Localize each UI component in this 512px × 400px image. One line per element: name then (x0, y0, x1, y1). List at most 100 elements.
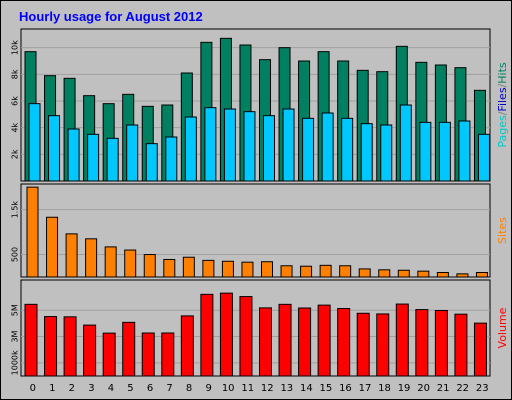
bar-sites (124, 249, 137, 278)
bar-pages (126, 124, 139, 182)
bar-pages (204, 107, 217, 182)
x-tick-label: 17 (359, 383, 372, 394)
panel-1: 500 1.5k Sites (11, 183, 509, 278)
bar-volume (415, 309, 429, 377)
bar-pages (106, 137, 119, 182)
bar-sites (65, 233, 78, 278)
panel-2: 1000k 3M 5M Volume (11, 279, 509, 377)
bar-sites (456, 273, 469, 278)
y-tick-label: 1000k (11, 350, 20, 375)
bar-pages (48, 115, 61, 182)
bar-sites (436, 272, 449, 278)
bar-pages (419, 121, 432, 182)
x-tick-label: 5 (127, 383, 133, 394)
bar-volume (317, 304, 331, 377)
bar-volume (24, 303, 38, 377)
bar-pages (184, 116, 197, 182)
bar-sites (202, 259, 215, 278)
bar-volume (161, 332, 175, 377)
bar-volume (454, 313, 468, 377)
bar-volume (298, 307, 312, 377)
bar-sites (26, 186, 39, 278)
bar-sites (163, 258, 176, 278)
bar-pages (28, 103, 41, 182)
panel-frame (20, 183, 491, 278)
side-label-part: Sites (496, 217, 509, 244)
x-tick-label: 4 (108, 383, 114, 394)
bar-sites (241, 261, 254, 278)
bar-pages (458, 120, 471, 182)
bar-sites (46, 216, 59, 278)
bar-volume (376, 313, 390, 377)
bar-volume (122, 321, 136, 377)
bar-volume (63, 316, 77, 377)
x-tick-label: 14 (300, 383, 313, 394)
y-tick-label: 6k (11, 96, 20, 106)
bar-sites (261, 261, 273, 278)
bar-volume (200, 293, 214, 377)
bar-pages (477, 133, 490, 182)
bar-sites (339, 265, 352, 278)
bar-sites (378, 269, 391, 278)
bar-volume (219, 292, 233, 377)
bar-sites (475, 272, 488, 278)
bar-volume (356, 312, 370, 377)
bar-sites (417, 270, 430, 278)
y-tick-label: 8k (11, 69, 20, 79)
bar-volume (44, 316, 58, 377)
bar-pages (223, 108, 236, 182)
x-tick-label: 16 (339, 383, 352, 394)
bar-volume (337, 308, 351, 377)
y-tick-label: 5M (11, 304, 20, 316)
y-tick-label: 4k (11, 122, 20, 132)
bar-volume (278, 303, 292, 377)
y-tick-label: 3M (11, 330, 20, 342)
y-tick-label: 2k (11, 149, 20, 159)
bar-volume (259, 307, 272, 377)
bar-pages (282, 108, 295, 182)
x-tick-label: 7 (166, 383, 172, 394)
panel-side-label: Sites (496, 217, 509, 244)
y-tick-label: 10k (11, 40, 20, 55)
x-tick-label: 1 (49, 383, 55, 394)
bar-pages (380, 124, 393, 182)
x-tick-label: 3 (88, 383, 94, 394)
side-label-part: Files (496, 87, 509, 111)
bar-sites (319, 264, 332, 278)
x-tick-label: 20 (417, 383, 430, 394)
y-tick-label: 500 (11, 247, 20, 262)
x-tick-label: 21 (437, 383, 450, 394)
bar-volume (83, 324, 97, 377)
panel-frame (20, 28, 491, 182)
side-label-part: Pages (496, 115, 509, 148)
side-label-part: / (496, 83, 509, 87)
bar-volume (434, 310, 448, 377)
bar-pages (302, 117, 315, 182)
x-tick-label: 15 (320, 383, 333, 394)
bar-sites (358, 268, 371, 278)
x-tick-label: 2 (69, 383, 75, 394)
bar-sites (143, 254, 156, 278)
bar-volume (473, 322, 487, 377)
bar-volume (395, 303, 409, 377)
bar-volume (180, 315, 194, 377)
bar-pages (360, 123, 373, 182)
side-label-part: Hits (496, 62, 509, 84)
x-tick-label: 22 (456, 383, 469, 394)
side-label-part: Volume (496, 307, 509, 348)
bar-pages (341, 117, 354, 182)
bar-sites (182, 256, 195, 278)
bar-pages (67, 128, 80, 182)
panel-side-label: Pages/Files/Hits (496, 62, 509, 148)
panel-frame (20, 279, 491, 377)
x-tick-label: 12 (261, 383, 274, 394)
bar-pages (399, 104, 412, 182)
bar-pages (263, 115, 275, 182)
bar-sites (85, 238, 98, 278)
bar-volume (141, 332, 155, 377)
x-axis-labels: 0 1 2 3 4 5 6 7 8 9 10 11 12 13 14 15 16 17 18 19 20 21 22 23 (30, 383, 489, 394)
chart-title: Hourly usage for August 2012 (19, 9, 203, 24)
x-tick-label: 11 (241, 383, 254, 394)
